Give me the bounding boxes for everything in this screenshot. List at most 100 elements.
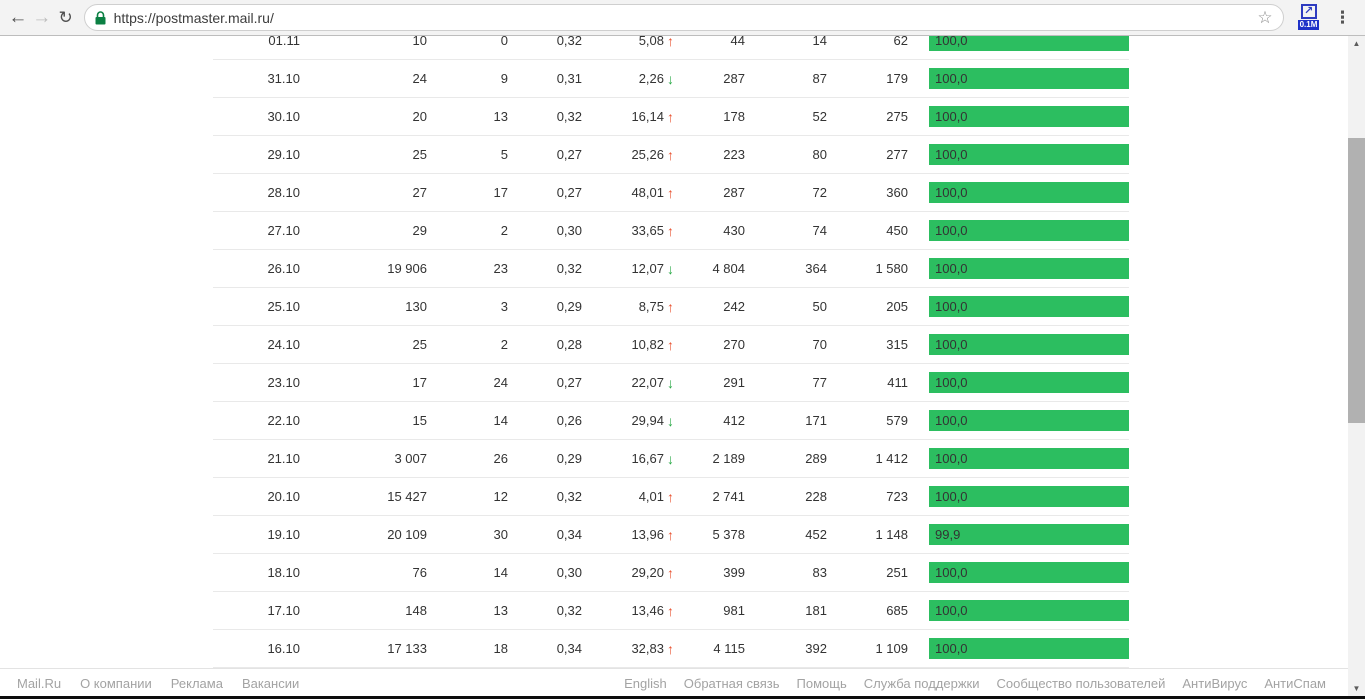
value-cell: 5: [500, 147, 508, 162]
back-icon[interactable]: ←: [8, 6, 28, 28]
bookmark-star-icon[interactable]: ☆: [1257, 7, 1273, 27]
value-cell: 10: [412, 36, 427, 48]
value-cell: 0,34: [556, 527, 582, 542]
percent-bar-track: 100,0: [929, 410, 1129, 431]
value-cell: 181: [805, 603, 827, 618]
value-cell: 685: [886, 603, 908, 618]
stats-table: 01.11 10 0 0,32 5,08 ↑ 44 14 62 100,0 31…: [213, 36, 1129, 668]
external-arrow-icon: ↗: [1300, 3, 1317, 19]
table-row: 23.10 17 24 0,27 22,07 ↓ 291 77 411 100,…: [213, 364, 1129, 402]
value-cell: 287: [723, 71, 745, 86]
date-cell: 28.10: [267, 185, 300, 200]
value-cell: 411: [887, 375, 908, 390]
value-cell: 17: [412, 375, 427, 390]
footer-links-left: Mail.Ru О компании Реклама Вакансии: [17, 676, 299, 691]
percent-bar-label: 99,9: [935, 527, 961, 542]
table-row: 21.10 3 007 26 0,29 16,67 ↓ 2 189 289 1 …: [213, 440, 1129, 478]
table-row: 25.10 130 3 0,29 8,75 ↑ 242 50 205 100,0: [213, 288, 1129, 326]
delta-cell: 4,01: [638, 489, 664, 504]
table-row: 29.10 25 5 0,27 25,26 ↑ 223 80 277 100,0: [213, 136, 1129, 174]
page-footer: Mail.Ru О компании Реклама Вакансии English…: [0, 668, 1348, 697]
forward-icon[interactable]: →: [32, 6, 52, 28]
delta-cell: 5,08: [638, 36, 664, 48]
value-cell: 723: [886, 489, 908, 504]
scroll-up-icon[interactable]: ▲: [1352, 39, 1361, 48]
footer-link[interactable]: Mail.Ru: [17, 675, 62, 691]
percent-bar-track: 100,0: [929, 258, 1129, 279]
trend-arrow-icon: ↓: [667, 260, 674, 277]
value-cell: 26: [493, 451, 508, 466]
value-cell: 13: [493, 603, 508, 618]
percent-bar-label: 100,0: [935, 299, 968, 314]
delta-cell: 16,14: [631, 109, 664, 124]
footer-link[interactable]: О компании: [80, 675, 152, 691]
footer-link[interactable]: Реклама: [170, 675, 223, 691]
value-cell: 83: [812, 565, 827, 580]
delta-cell: 33,65: [631, 223, 664, 238]
vertical-scrollbar[interactable]: ▲ ▼: [1348, 36, 1365, 696]
value-cell: 62: [893, 36, 908, 48]
value-cell: 270: [723, 337, 745, 352]
table-row: 28.10 27 17 0,27 48,01 ↑ 287 72 360 100,…: [213, 174, 1129, 212]
percent-bar-track: 100,0: [929, 372, 1129, 393]
percent-bar-label: 100,0: [935, 451, 968, 466]
value-cell: 430: [723, 223, 745, 238]
percent-bar-track: 100,0: [929, 220, 1129, 241]
url-text[interactable]: https://postmaster.mail.ru/: [113, 9, 274, 26]
value-cell: 4 115: [713, 641, 745, 656]
percent-bar: 100,0: [929, 106, 1129, 127]
footer-link[interactable]: Обратная связь: [683, 675, 780, 691]
percent-bar-track: 100,0: [929, 562, 1129, 583]
percent-bar: 100,0: [929, 220, 1129, 241]
percent-bar-label: 100,0: [935, 109, 968, 124]
value-cell: 579: [886, 413, 908, 428]
trend-arrow-icon: ↑: [667, 526, 674, 543]
value-cell: 20: [412, 109, 427, 124]
footer-link[interactable]: Помощь: [796, 675, 847, 691]
percent-bar: 100,0: [929, 600, 1129, 621]
footer-link[interactable]: АнтиВирус: [1182, 675, 1248, 691]
percent-bar-track: 100,0: [929, 106, 1129, 127]
table-row: 16.10 17 133 18 0,34 32,83 ↑ 4 115 392 1…: [213, 630, 1129, 668]
value-cell: 4 804: [712, 261, 745, 276]
delta-cell: 25,26: [631, 147, 664, 162]
scroll-down-icon[interactable]: ▼: [1352, 684, 1361, 693]
value-cell: 452: [805, 527, 827, 542]
footer-link[interactable]: Служба поддержки: [863, 675, 980, 691]
percent-bar: 100,0: [929, 182, 1129, 203]
reload-icon[interactable]: ↻: [58, 7, 73, 27]
percent-bar: 100,0: [929, 144, 1129, 165]
footer-link[interactable]: Вакансии: [241, 675, 300, 691]
percent-bar-track: 100,0: [929, 486, 1129, 507]
value-cell: 130: [405, 299, 427, 314]
percent-bar: 100,0: [929, 486, 1129, 507]
trend-arrow-icon: ↓: [667, 374, 674, 391]
extension-badge: 0.1M: [1297, 19, 1320, 30]
chrome-menu-icon[interactable]: ⋮: [1334, 7, 1352, 27]
delta-cell: 48,01: [631, 185, 664, 200]
percent-bar: 99,9: [929, 524, 1129, 545]
delta-cell: 16,67: [631, 451, 664, 466]
delta-cell: 13,46: [631, 603, 664, 618]
value-cell: 14: [493, 565, 508, 580]
footer-link[interactable]: Сообщество пользователей: [996, 675, 1166, 691]
counter-extension-icon[interactable]: ↗ 0.1M: [1297, 3, 1320, 33]
value-cell: 14: [812, 36, 827, 48]
value-cell: 0,28: [556, 337, 582, 352]
browser-toolbar: ← → ↻ https://postmaster.mail.ru/ ☆ ↗ 0.…: [0, 0, 1365, 36]
value-cell: 2: [500, 223, 508, 238]
percent-bar-label: 100,0: [935, 36, 968, 48]
address-bar[interactable]: https://postmaster.mail.ru/ ☆: [83, 4, 1284, 31]
percent-bar-label: 100,0: [935, 375, 968, 390]
scrollbar-thumb[interactable]: [1348, 138, 1365, 423]
footer-link[interactable]: АнтиСпам: [1264, 675, 1326, 691]
trend-arrow-icon: ↓: [667, 412, 674, 429]
table-row: 17.10 148 13 0,32 13,46 ↑ 981 181 685 10…: [213, 592, 1129, 630]
footer-link[interactable]: English: [624, 675, 667, 691]
percent-bar-label: 100,0: [935, 489, 968, 504]
value-cell: 0,32: [556, 261, 582, 276]
value-cell: 44: [730, 36, 745, 48]
date-cell: 22.10: [267, 413, 300, 428]
date-cell: 21.10: [267, 451, 300, 466]
value-cell: 412: [723, 413, 745, 428]
